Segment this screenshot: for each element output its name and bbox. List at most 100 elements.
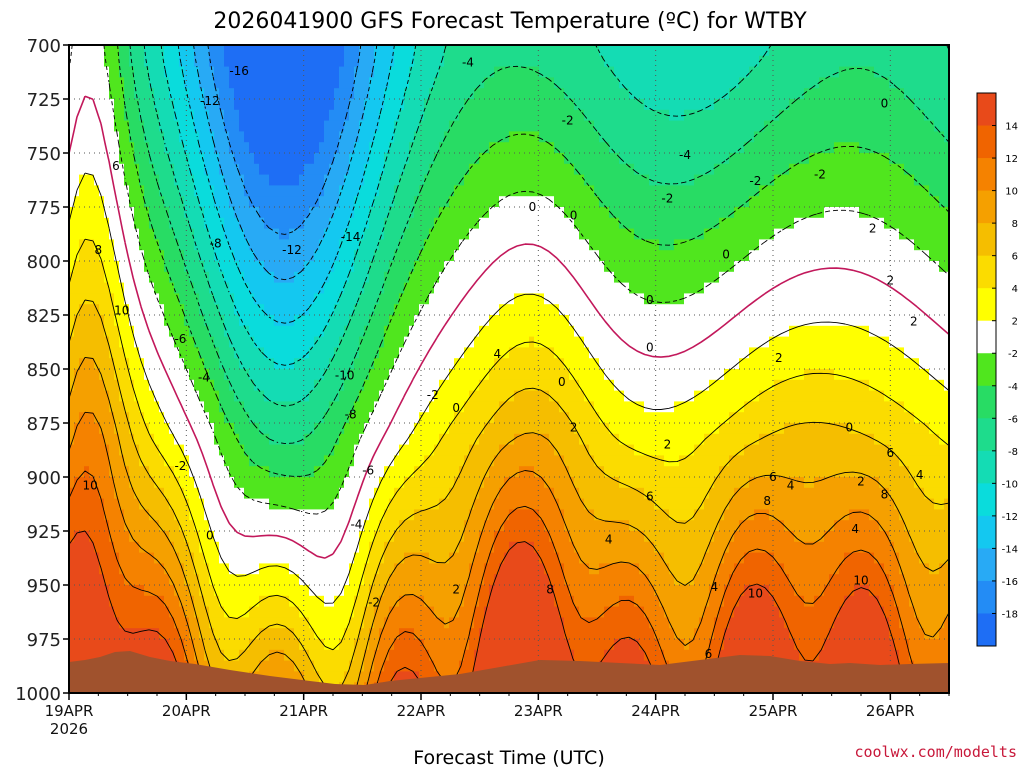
field-cell [199,390,205,402]
field-cell [219,131,225,143]
field-cell [299,412,305,424]
field-cell [359,271,365,284]
field-cell [104,412,110,424]
field-cell [144,239,150,251]
field-cell [259,207,265,219]
field-cell [249,163,255,176]
field-cell [209,142,215,154]
field-cell [124,174,130,186]
field-cell [369,520,375,532]
field-cell [314,271,320,284]
field-cell [464,509,470,521]
field-cell [159,531,165,543]
field-cell [309,541,315,554]
field-cell [374,217,380,230]
field-cell [224,520,230,532]
field-cell [169,88,175,100]
field-cell [214,120,220,132]
field-cell [214,250,220,262]
field-cell [384,99,390,111]
field-cell [314,120,320,132]
field-cell [164,282,170,294]
field-cell [139,423,145,435]
field-cell [464,444,470,456]
field-cell [449,293,455,305]
field-cell [404,358,410,370]
field-cell [174,261,180,273]
field-cell [429,606,435,618]
field-cell [454,196,460,208]
field-cell [449,379,455,392]
field-cell [104,217,110,230]
field-cell [419,585,425,597]
field-cell [209,466,215,478]
field-cell [229,498,235,510]
field-cell [154,304,160,316]
field-cell [169,250,175,262]
field-cell [114,477,120,489]
field-cell [339,174,345,186]
field-cell [289,401,295,413]
field-cell [94,207,100,219]
field-cell [229,466,235,478]
field-cell [109,498,115,510]
field-cell [439,444,445,456]
field-cell [324,531,330,543]
field-cell [104,433,110,446]
field-cell [89,45,95,57]
field-cell [324,595,330,608]
field-cell [129,196,135,208]
field-cell [319,498,325,510]
field-cell [164,563,170,575]
field-cell [239,163,245,176]
field-cell [364,541,370,554]
field-cell [419,250,425,262]
field-cell [309,433,315,446]
field-cell [359,606,365,618]
field-cell [334,369,340,381]
field-cell [394,390,400,402]
field-cell [344,185,350,197]
field-cell [214,325,220,338]
field-cell [484,99,490,111]
field-cell [314,293,320,305]
field-cell [449,412,455,424]
field-cell [209,66,215,78]
field-cell [389,390,395,402]
field-cell [194,401,200,413]
field-cell [244,109,250,122]
field-cell [259,293,265,305]
field-cell [184,401,190,413]
field-cell [139,412,145,424]
field-cell [399,304,405,316]
field-cell [294,358,300,370]
field-cell [469,77,475,89]
field-cell [264,336,270,348]
field-cell [189,293,195,305]
field-cell [439,390,445,402]
field-cell [269,520,275,532]
field-cell [459,487,465,500]
field-cell [104,261,110,273]
field-cell [209,520,215,532]
field-cell [349,649,355,662]
field-cell [79,509,85,521]
field-cell [384,66,390,78]
field-cell [459,99,465,111]
field-cell [439,196,445,208]
field-cell [419,325,425,338]
field-cell [79,120,85,132]
field-cell [464,88,470,100]
field-cell [224,444,230,456]
field-cell [109,131,115,143]
field-cell [319,217,325,230]
field-cell [289,174,295,186]
field-cell [234,293,240,305]
field-cell [184,369,190,381]
field-cell [274,109,280,122]
field-cell [194,585,200,597]
field-cell [239,401,245,413]
field-cell [104,282,110,294]
field-cell [349,369,355,381]
field-cell [354,271,360,284]
